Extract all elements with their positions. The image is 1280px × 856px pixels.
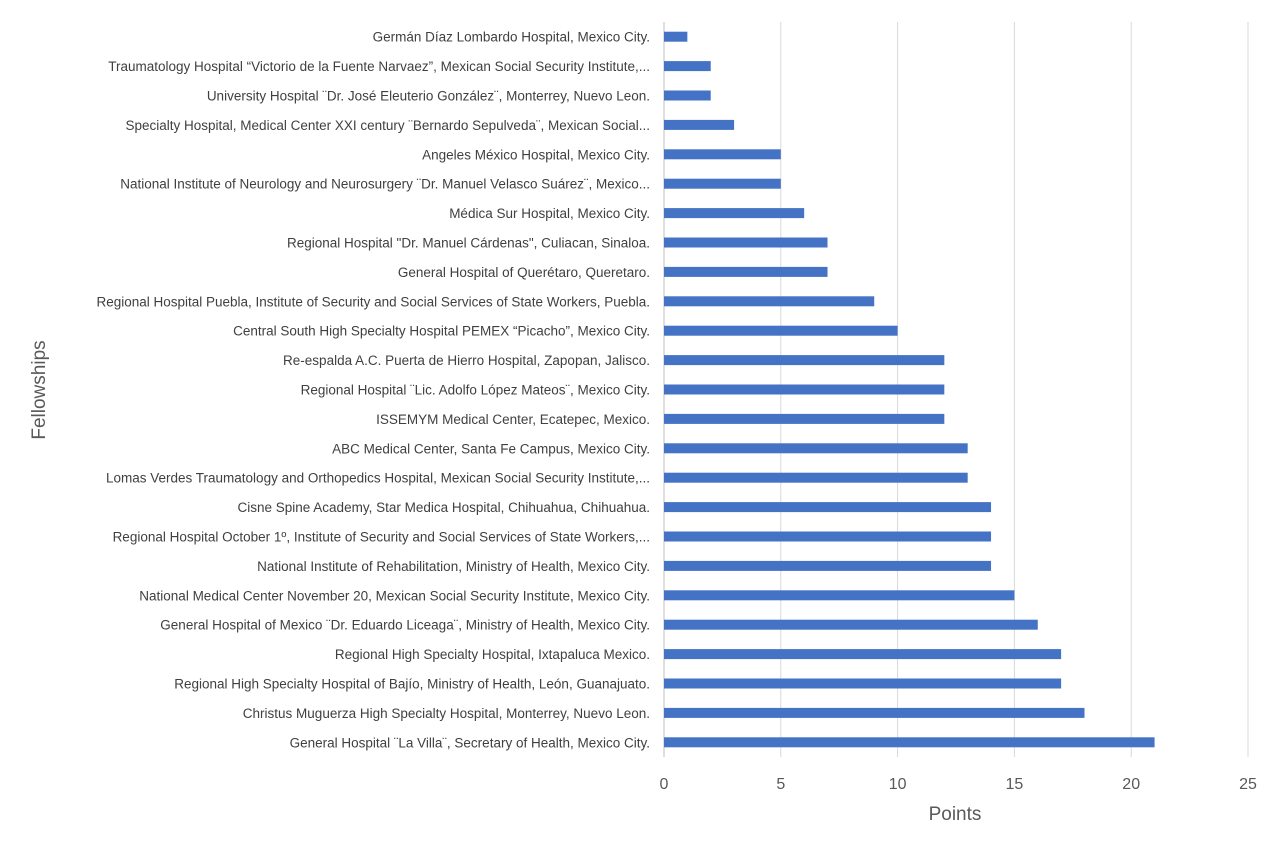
bars (664, 31, 1155, 748)
category-label: Angeles México Hospital, Mexico City. (422, 147, 650, 162)
category-label: Regional Hospital ¨Lic. Adolfo López Mat… (301, 383, 650, 398)
category-label: University Hospital ¨Dr. José Eleuterio … (207, 89, 650, 104)
x-tick-label: 10 (889, 776, 907, 793)
x-tick-label: 5 (776, 776, 785, 793)
category-label: ABC Medical Center, Santa Fe Campus, Mex… (332, 441, 650, 456)
category-label: Regional High Specialty Hospital, Ixtapa… (335, 647, 650, 662)
bar (664, 355, 945, 366)
category-label: Regional Hospital Puebla, Institute of S… (96, 294, 650, 309)
bar (664, 149, 781, 160)
x-tick-label: 20 (1122, 776, 1140, 793)
bar (664, 590, 1015, 601)
category-label: General Hospital of Querétaro, Queretaro… (398, 265, 650, 280)
category-label: Re-espalda A.C. Puerta de Hierro Hospita… (283, 353, 650, 368)
category-label: National Institute of Rehabilitation, Mi… (257, 559, 650, 574)
bar (664, 119, 735, 130)
bar (664, 325, 898, 336)
bar (664, 443, 968, 454)
bar (664, 737, 1155, 748)
category-label: National Medical Center November 20, Mex… (139, 588, 650, 603)
bar (664, 502, 992, 513)
category-label: General Hospital ¨La Villa¨, Secretary o… (290, 735, 650, 750)
category-label: Regional High Specialty Hospital of Bají… (174, 677, 650, 692)
bar (664, 266, 828, 277)
bar (664, 707, 1085, 718)
bar (664, 678, 1062, 689)
category-label: Central South High Specialty Hospital PE… (233, 324, 650, 339)
bar (664, 61, 711, 72)
bar (664, 649, 1062, 660)
category-label: National Institute of Neurology and Neur… (120, 177, 650, 192)
bar (664, 178, 781, 189)
x-tick-label: 15 (1006, 776, 1024, 793)
bar (664, 296, 875, 307)
y-axis-title: Fellowships (29, 340, 50, 439)
category-labels: Germán Díaz Lombardo Hospital, Mexico Ci… (96, 30, 650, 751)
bar (664, 90, 711, 101)
category-label: Regional Hospital "Dr. Manuel Cárdenas",… (287, 236, 650, 251)
category-label: Cisne Spine Academy, Star Medica Hospita… (238, 500, 651, 515)
bar (664, 208, 805, 219)
x-tick-labels: 0 5 10 15 20 25 (660, 776, 1257, 793)
bar (664, 619, 1038, 630)
bar (664, 560, 992, 571)
category-label: Médica Sur Hospital, Mexico City. (449, 206, 650, 221)
x-axis-title: Points (929, 804, 982, 825)
bar (664, 472, 968, 483)
bar (664, 384, 945, 395)
category-label: Traumatology Hospital “Victorio de la Fu… (108, 59, 650, 74)
category-label: Specialty Hospital, Medical Center XXI c… (126, 118, 651, 133)
bar (664, 413, 945, 424)
bar (664, 237, 828, 248)
bar (664, 531, 992, 542)
category-label: Regional Hospital October 1º, Institute … (113, 530, 650, 545)
x-tick-label: 0 (660, 776, 669, 793)
category-label: Germán Díaz Lombardo Hospital, Mexico Ci… (373, 30, 650, 45)
category-label: Christus Muguerza High Specialty Hospita… (243, 706, 650, 721)
x-tick-label: 25 (1239, 776, 1257, 793)
category-label: Lomas Verdes Traumatology and Orthopedic… (106, 471, 650, 486)
category-label: General Hospital of Mexico ¨Dr. Eduardo … (160, 618, 650, 633)
bar (664, 31, 688, 42)
category-label: ISSEMYM Medical Center, Ecatepec, Mexico… (376, 412, 650, 427)
